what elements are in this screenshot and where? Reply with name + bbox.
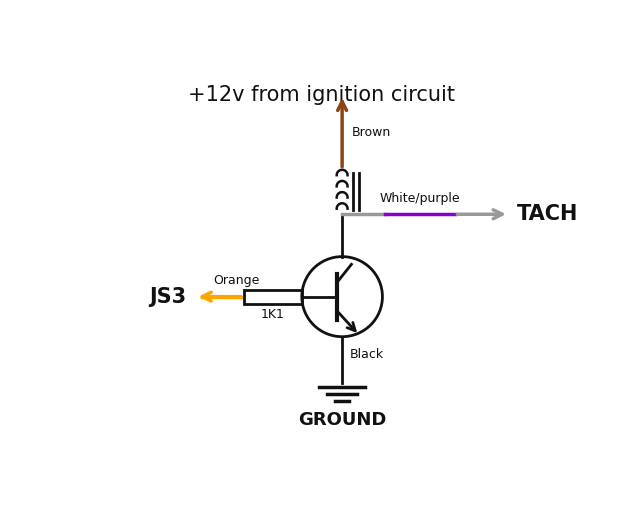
Text: GROUND: GROUND [298,411,386,430]
Text: JS3: JS3 [149,287,186,306]
Text: Orange: Orange [213,274,259,287]
Text: Brown: Brown [352,126,391,139]
Text: Black: Black [350,348,384,360]
Text: White/purple: White/purple [379,192,460,205]
Text: TACH: TACH [516,204,578,224]
FancyBboxPatch shape [243,290,302,303]
Text: +12v from ignition circuit: +12v from ignition circuit [189,85,455,105]
Text: 1K1: 1K1 [261,308,285,321]
